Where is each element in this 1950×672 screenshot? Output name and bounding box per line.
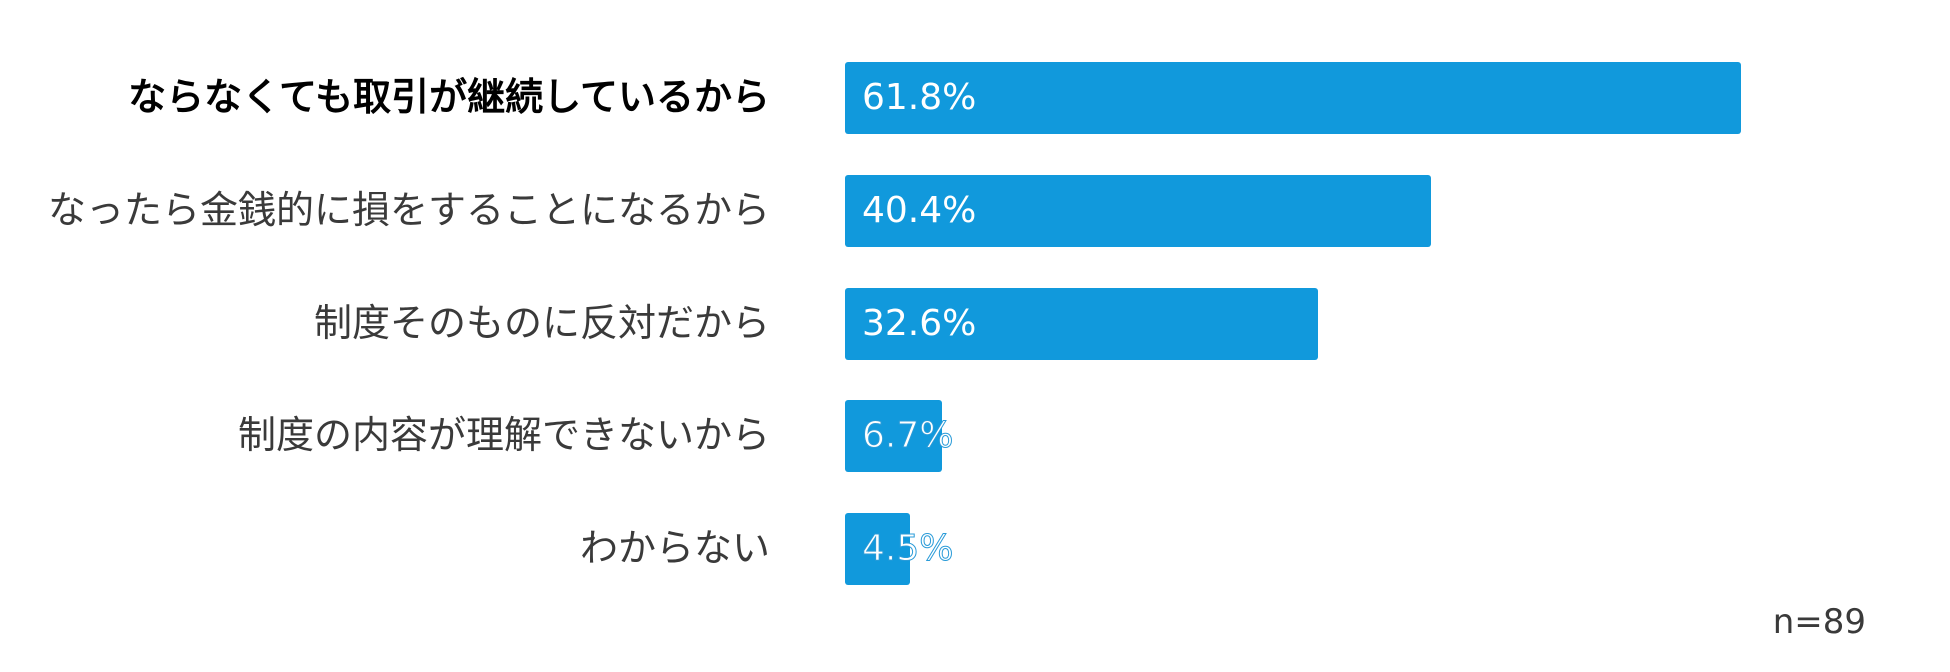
value-label: 32.6% (862, 303, 977, 344)
category-label: 制度そのものに反対だから (313, 301, 770, 345)
bar (845, 288, 1318, 360)
category-label: わからない (579, 526, 770, 570)
value-label: 40.4% (862, 190, 977, 231)
category-label: ならなくても取引が継続しているから (128, 75, 770, 119)
value-label: 61.8% (862, 77, 977, 118)
value-label: 4.5% (861, 528, 954, 569)
category-label: 制度の内容が理解できないから (237, 413, 770, 457)
value-label: 6.7% (861, 415, 954, 456)
bar (845, 400, 942, 472)
bar (845, 175, 1431, 247)
sample-size-note: n=89 (1772, 602, 1866, 642)
bar (845, 62, 1741, 134)
bar (845, 513, 910, 585)
category-label: なったら金銭的に損をすることになるから (47, 188, 770, 232)
